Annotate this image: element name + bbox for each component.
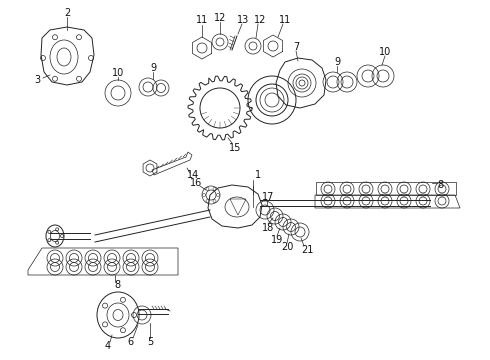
Text: 18: 18 [262, 223, 274, 233]
Text: 9: 9 [334, 57, 340, 67]
Text: 7: 7 [293, 42, 299, 52]
Text: 8: 8 [114, 280, 120, 290]
Text: 1: 1 [255, 170, 261, 180]
Text: 2: 2 [64, 8, 70, 18]
Text: 20: 20 [281, 242, 293, 252]
Text: 10: 10 [379, 47, 391, 57]
Text: 4: 4 [105, 341, 111, 351]
Text: 3: 3 [34, 75, 40, 85]
Text: 9: 9 [150, 63, 156, 73]
Text: 17: 17 [262, 192, 274, 202]
Text: 16: 16 [190, 178, 202, 188]
Text: 6: 6 [127, 337, 133, 347]
Text: 8: 8 [437, 180, 443, 190]
Text: 11: 11 [279, 15, 291, 25]
Text: 12: 12 [254, 15, 266, 25]
Text: 5: 5 [147, 337, 153, 347]
Text: 12: 12 [214, 13, 226, 23]
Text: 19: 19 [271, 235, 283, 245]
Text: 10: 10 [112, 68, 124, 78]
Text: 15: 15 [229, 143, 241, 153]
Text: 11: 11 [196, 15, 208, 25]
Text: 13: 13 [237, 15, 249, 25]
Text: 14: 14 [187, 170, 199, 180]
Text: 21: 21 [301, 245, 313, 255]
